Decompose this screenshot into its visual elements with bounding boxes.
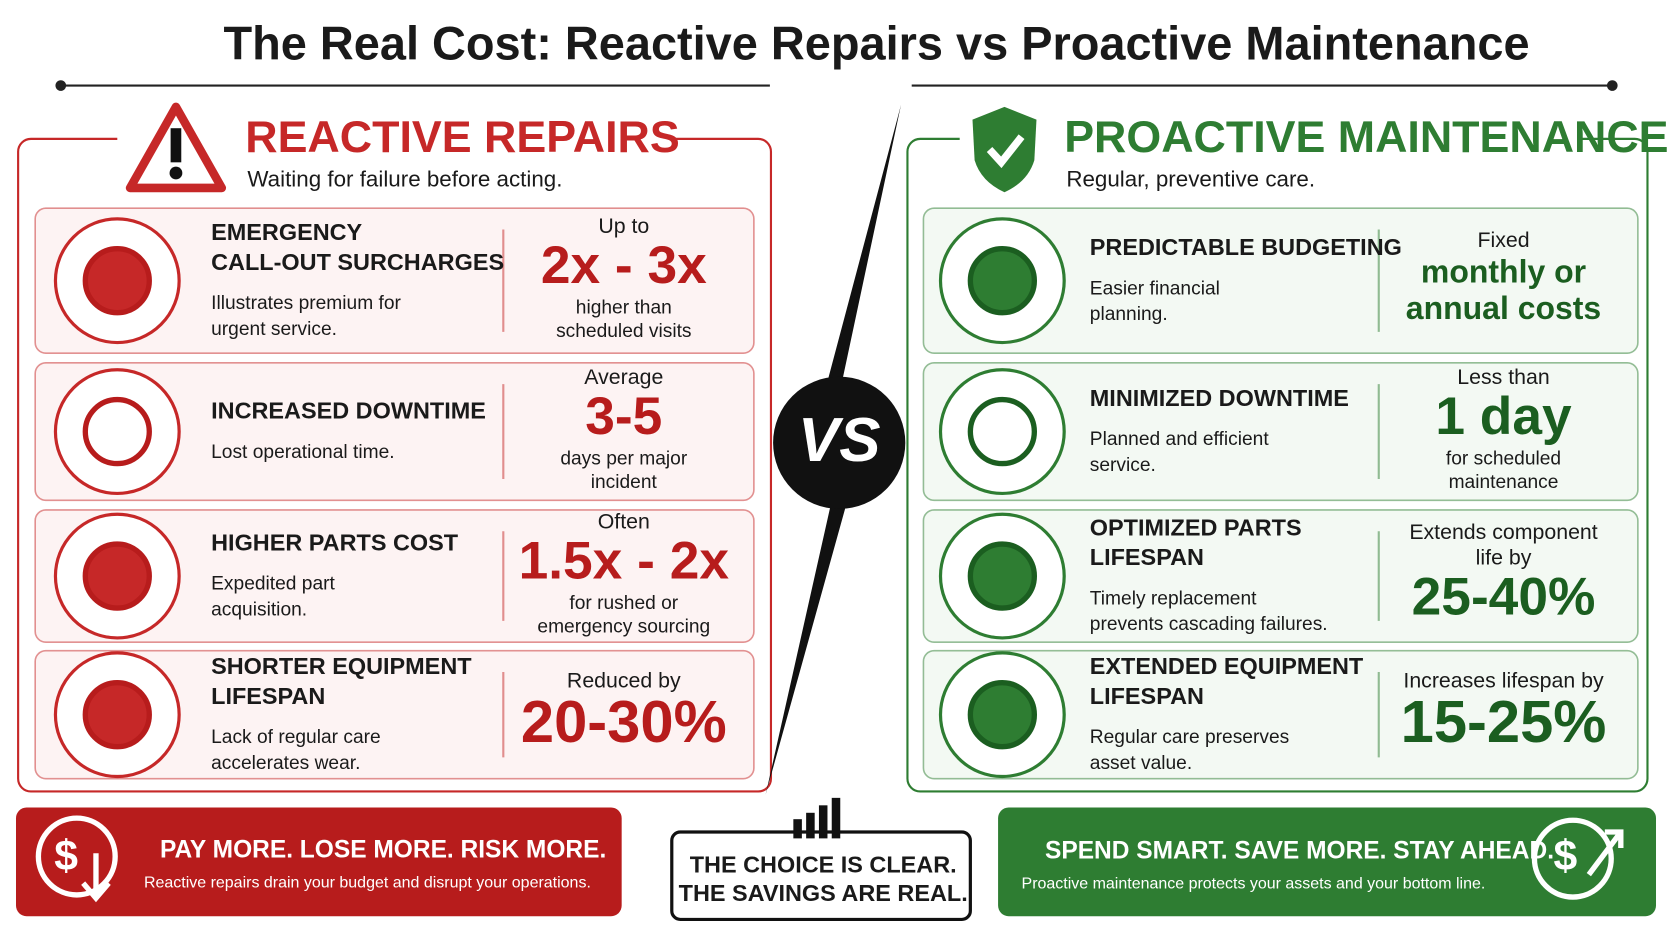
stat-suffix: for scheduled [1446,448,1561,469]
stat-prefix: Often [598,509,650,533]
item-desc: Timely replacement [1090,589,1257,610]
item-icon-glyph [82,680,152,750]
item-icon-glyph [82,541,152,611]
shield-icon [972,106,1037,193]
stat-value: monthly or [1421,254,1586,290]
bars-icon [793,797,841,839]
choice-text: THE SAVINGS ARE REAL. [679,880,968,906]
stat-prefix: Fixed [1477,228,1529,252]
stat-value: 25-40% [1412,568,1596,627]
item-icon-glyph [967,541,1038,611]
stat-prefix: Up to [598,214,649,238]
item-icon-glyph [967,246,1038,316]
title-rule [55,80,1618,91]
item-card [34,362,755,502]
footer-headline: PAY MORE. LOSE MORE. RISK MORE. [160,837,606,864]
stat-prefix: life by [1476,546,1532,570]
item-desc: planning. [1090,304,1168,325]
vs-text: VS [798,406,880,475]
reactive-footer [15,807,622,917]
item-desc: Lost operational time. [211,442,394,463]
item-title: LIFESPAN [211,683,325,709]
stat-prefix: Increases lifespan by [1403,668,1604,692]
item-icon-glyph [967,396,1038,467]
panel-subtitle: Regular, preventive care. [1066,166,1315,191]
item-desc: urgent service. [211,319,337,340]
page-title: The Real Cost: Reactive Repairs vs Proac… [223,18,1529,70]
item-card [922,649,1639,780]
item-title: CALL-OUT SURCHARGES [211,249,504,275]
stat-suffix: maintenance [1449,472,1559,493]
stat-value: 1 day [1435,387,1572,446]
item-desc: Planned and efficient [1090,429,1270,450]
dollar-down-icon [35,815,118,903]
stat-value: 2x - 3x [541,236,707,295]
stat-prefix: Less than [1457,365,1549,389]
stat-suffix: emergency sourcing [537,616,710,637]
panel-heading: PROACTIVE MAINTENANCE [1064,112,1668,162]
item-title: LIFESPAN [1090,683,1204,709]
item-desc: Regular care preserves [1090,727,1289,748]
footer-headline: SPEND SMART. SAVE MORE. STAY AHEAD. [1045,838,1554,865]
dollar-glyph: $ [1554,832,1578,880]
item-card [34,509,755,643]
stat-value: 3-5 [585,387,662,446]
footer-text: Reactive repairs drain your budget and d… [144,874,591,891]
item-card [922,207,1639,355]
item-desc: Lack of regular care [211,727,381,748]
stat-value: 1.5x - 2x [519,531,730,590]
item-card [34,207,755,355]
stat-value: 20-30% [521,688,727,755]
item-desc: prevents cascading failures. [1090,614,1328,635]
vs-badge [773,376,906,509]
item-desc: Expedited part [211,574,335,595]
item-desc: acquisition. [211,599,307,620]
item-title: INCREASED DOWNTIME [211,398,486,424]
item-title: EXTENDED EQUIPMENT [1090,653,1364,679]
item-desc: accelerates wear. [211,753,360,774]
item-title: MINIMIZED DOWNTIME [1090,385,1349,411]
item-title: LIFESPAN [1090,544,1204,570]
item-title: PREDICTABLE BUDGETING [1090,234,1402,260]
stat-prefix: Extends component [1409,520,1597,544]
item-desc: Illustrates premium for [211,293,401,314]
item-title: OPTIMIZED PARTS [1090,514,1302,540]
item-card [922,509,1639,643]
dollar-glyph: $ [54,832,78,880]
stat-suffix: days per major [560,448,688,469]
item-desc: asset value. [1090,753,1192,774]
stat-prefix: Average [584,365,663,389]
stat-suffix: scheduled visits [556,321,691,342]
item-title: EMERGENCY [211,219,362,245]
item-desc: service. [1090,455,1156,476]
stat-suffix: incident [591,472,658,493]
panel-heading: REACTIVE REPAIRS [245,112,679,162]
warning-icon [125,102,227,193]
stat-suffix: for rushed or [569,593,678,614]
item-title: SHORTER EQUIPMENT [211,653,472,679]
item-icon-glyph [82,396,152,467]
item-icon-glyph [967,680,1038,750]
item-icon-glyph [82,246,152,316]
panel-subtitle: Waiting for failure before acting. [247,166,562,191]
item-card [922,362,1639,502]
item-card [34,649,755,780]
footer-text: Proactive maintenance protects your asse… [1022,875,1486,892]
stat-suffix: higher than [576,297,672,318]
stat-prefix: Reduced by [567,668,681,692]
choice-text: THE CHOICE IS CLEAR. [690,851,957,877]
dollar-up-icon [1531,817,1624,900]
stat-value: 15-25% [1401,688,1607,755]
proactive-footer [998,807,1657,917]
stat-value: annual costs [1406,290,1601,326]
item-title: HIGHER PARTS COST [211,529,459,555]
item-desc: Easier financial [1090,278,1220,299]
